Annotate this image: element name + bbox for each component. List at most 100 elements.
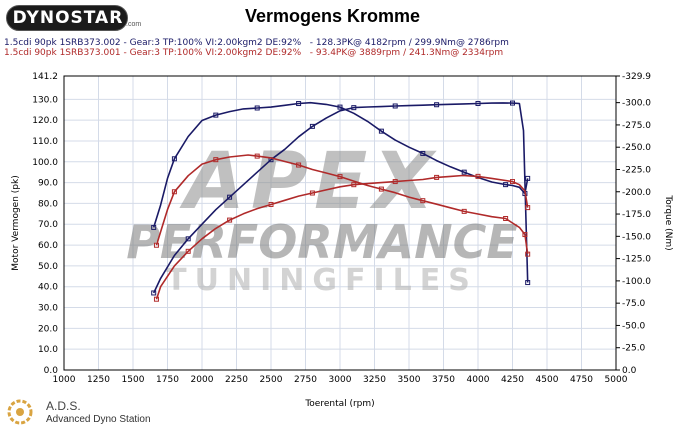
x-tick-label: 4500 (536, 375, 559, 385)
y-left-tick-label: 141.2 (32, 72, 58, 82)
y-left-tick-label: 10.0 (38, 345, 58, 355)
x-tick-label: 3750 (432, 375, 455, 385)
chart-title: Vermogens Kromme (244, 6, 421, 26)
series-point-3 (153, 296, 159, 302)
series-line-4 (155, 154, 529, 255)
x-tick-label: 1000 (53, 375, 76, 385)
y-right-tick-label: -75.0 (622, 299, 646, 309)
y-right-tick-label: -250.0 (622, 143, 651, 153)
x-tick-label: 3500 (398, 375, 421, 385)
series-point-2 (296, 101, 302, 107)
series-point-3 (268, 201, 274, 207)
run-summary-1: - 128.3PK@ 4182rpm / 299.9Nm@ 2786rpm (309, 38, 509, 48)
y-left-tick-label: 50.0 (38, 262, 58, 272)
y-right-tick-label: -225.0 (622, 165, 651, 175)
apex-watermark: APEX PERFORMANCE TUNINGFILES (126, 137, 518, 298)
x-tick-label: 2500 (260, 375, 283, 385)
series-point-2 (525, 175, 531, 181)
watermark-line-3: TUNINGFILES (166, 263, 478, 298)
run-legend-2: 1.5cdi 90pk 1SRB373.001 - Gear:3 TP:100%… (4, 48, 503, 58)
ads-brand: A.D.S. (46, 399, 81, 413)
series-point-2 (503, 182, 509, 188)
x-tick-label: 1250 (87, 375, 110, 385)
series-point-4 (254, 153, 260, 159)
series-point-2 (254, 105, 260, 111)
y-left-tick-label: 110.0 (32, 137, 58, 147)
y-right-tick-label: -175.0 (622, 210, 651, 220)
tick-labels: 1000 1250 1500 1750 2000 2250 2500 2750 3000 3250… (32, 72, 651, 385)
series-point-1 (392, 103, 398, 109)
series-point-3 (392, 179, 398, 185)
series-point-3 (185, 248, 191, 254)
series-point-1 (510, 100, 515, 106)
series-point-4 (503, 215, 509, 221)
y-right-tick-label: -25.0 (622, 344, 646, 354)
x-tick-label: 1750 (156, 375, 179, 385)
y-left-tick-label: 100.0 (32, 158, 58, 168)
y-left-tick-label: 70.0 (38, 220, 58, 230)
series-point-1 (351, 105, 357, 111)
series-point-3 (309, 190, 315, 196)
x-tick-label: 4750 (570, 375, 593, 385)
series-point-3 (475, 173, 481, 179)
y-right-tick-label: -150.0 (622, 232, 651, 242)
run-label-1: 1.5cdi 90pk 1SRB373.002 - Gear:3 TP:100%… (4, 38, 302, 48)
series-line-3 (155, 174, 529, 300)
x-axis-label: Toerental (rpm) (304, 399, 374, 409)
logo-text: DYNOSTAR (12, 8, 124, 28)
series-point-4 (461, 208, 467, 214)
y-left-tick-label: 130.0 (32, 95, 58, 105)
logo-subtext: .com (126, 21, 142, 28)
y-left-tick-label: 80.0 (38, 199, 58, 209)
series-layer (151, 100, 531, 302)
series-point-4 (522, 232, 528, 238)
y-right-tick-label: 0.0 (622, 366, 637, 376)
series-point-3 (510, 179, 515, 185)
y-right-tick-label: -50.0 (622, 321, 646, 331)
series-point-4 (378, 186, 384, 192)
y-left-tick-label: 0.0 (44, 366, 59, 376)
y-axis-left-label: Motor Vermogen (pk) (11, 175, 21, 270)
grid (63, 76, 617, 370)
x-tick-label: 3250 (363, 375, 386, 385)
y-left-tick-label: 120.0 (32, 116, 58, 126)
series-point-3 (227, 217, 233, 223)
run-label-2: 1.5cdi 90pk 1SRB373.001 - Gear:3 TP:100%… (4, 48, 302, 58)
y-axis-right-label: Torque (Nm) (663, 194, 673, 250)
series-point-3 (351, 182, 357, 188)
y-left-tick-label: 90.0 (38, 179, 58, 189)
series-line-1 (152, 102, 529, 294)
x-tick-label: 1500 (122, 375, 145, 385)
series-point-1 (475, 100, 481, 106)
run-legend-1: 1.5cdi 90pk 1SRB373.002 - Gear:3 TP:100%… (4, 38, 509, 48)
x-tick-label: 4250 (501, 375, 524, 385)
series-point-1 (227, 194, 233, 200)
y-left-tick-label: 30.0 (38, 304, 58, 314)
run-summary-2: - 93.4PK@ 3889rpm / 241.3Nm@ 2334rpm (309, 48, 504, 58)
x-tick-label: 5000 (605, 375, 628, 385)
y-right-tick-label: -329.9 (622, 72, 651, 82)
series-point-2 (171, 156, 177, 162)
series-point-4 (296, 162, 302, 168)
ads-logo-icon (7, 399, 33, 425)
ads-subtitle: Advanced Dyno Station (46, 414, 151, 425)
y-right-tick-label: -300.0 (622, 99, 651, 109)
series-point-1 (434, 102, 440, 108)
series-line-2 (152, 101, 529, 228)
watermark-line-1: APEX (179, 137, 440, 227)
y-right-tick-label: -125.0 (622, 255, 651, 265)
series-point-4 (337, 174, 343, 180)
plot-border (63, 75, 617, 371)
series-point-2 (213, 112, 219, 118)
series-point-1 (309, 123, 315, 129)
x-tick-label: 4000 (467, 375, 490, 385)
y-right-tick-label: -200.0 (622, 188, 651, 198)
series-point-4 (525, 251, 531, 257)
y-right-tick-label: -275.0 (622, 121, 651, 131)
series-point-2 (337, 104, 343, 110)
series-point-1 (185, 236, 191, 242)
series-point-1 (525, 280, 531, 286)
x-tick-label: 3000 (329, 375, 352, 385)
y-left-tick-label: 60.0 (38, 241, 58, 251)
